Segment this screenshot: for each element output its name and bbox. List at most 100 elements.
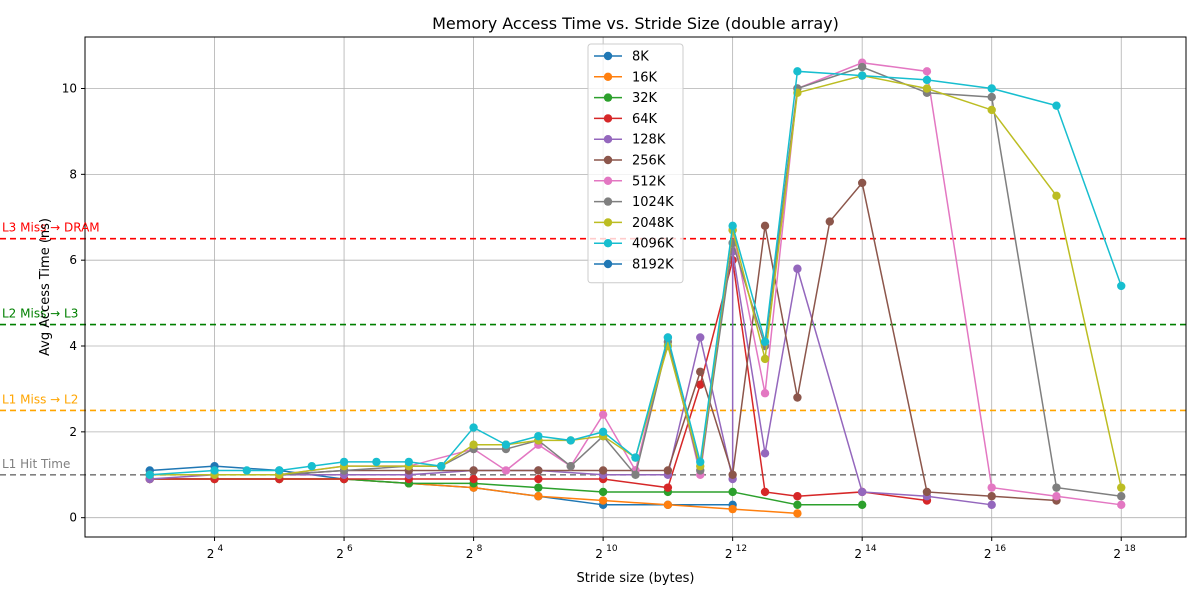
data-point: [631, 453, 640, 462]
data-point: [1117, 492, 1126, 501]
legend-swatch-marker: [603, 72, 613, 82]
data-point: [372, 457, 381, 467]
x-tick-label: 2: [336, 547, 344, 561]
y-axis-label: Avg Access Time (ns): [38, 218, 53, 356]
data-point: [663, 466, 673, 475]
data-point: [760, 487, 770, 497]
legend-swatch-marker: [603, 176, 613, 185]
data-point: [793, 509, 802, 518]
x-tick-exponent: 12: [736, 544, 747, 554]
data-point: [793, 500, 802, 510]
legend-item-8192K: 8192K: [594, 258, 674, 273]
data-point: [825, 217, 834, 226]
data-point: [857, 71, 867, 80]
data-point: [501, 440, 511, 449]
data-point: [534, 431, 543, 441]
legend-item-256K: 256K: [594, 154, 666, 169]
y-tick-label: 4: [69, 339, 77, 353]
data-point: [760, 337, 770, 346]
x-tick-exponent: 6: [347, 544, 353, 554]
data-point: [534, 466, 543, 475]
legend-swatch-marker: [603, 239, 613, 248]
reference-line-label: L1 Hit Time: [2, 457, 70, 471]
data-point: [987, 492, 996, 501]
data-point: [145, 470, 154, 479]
data-point: [728, 221, 737, 231]
data-point: [857, 487, 867, 497]
legend-item-16K: 16K: [594, 70, 658, 85]
legend-item-8K: 8K: [594, 50, 649, 65]
reference-line-labels: L1 Hit Time L1 Miss → L2 L2 Miss → L3 L3 Mi…: [2, 221, 100, 471]
y-tick-label: 0: [69, 511, 77, 525]
data-point: [210, 466, 219, 475]
data-point: [760, 449, 770, 458]
data-point: [1117, 500, 1126, 510]
x-tick-exponent: 4: [218, 544, 224, 554]
x-tick-exponent: 8: [477, 544, 483, 554]
legend-swatch-marker: [603, 93, 613, 102]
y-tick-label: 2: [69, 425, 77, 439]
x-tick-exponent: 14: [865, 544, 877, 554]
plot-frame: [84, 36, 1187, 538]
data-point: [307, 461, 316, 471]
data-point: [598, 466, 608, 475]
legend-item-32K: 32K: [594, 91, 658, 106]
data-point: [1117, 281, 1126, 291]
data-point: [760, 221, 770, 231]
data-point: [696, 380, 705, 389]
x-tick-exponent: 10: [606, 544, 618, 554]
series-line: [149, 66, 1122, 497]
data-point: [857, 62, 867, 72]
legend-label: 16K: [632, 70, 658, 85]
legend-label: 512K: [632, 174, 666, 189]
legend-item-2048K: 2048K: [594, 216, 674, 231]
legend-swatch-marker: [603, 218, 613, 227]
data-point: [987, 92, 996, 102]
data-point: [339, 457, 349, 467]
data-point: [534, 483, 543, 492]
data-point: [598, 487, 608, 497]
legend-swatch-marker: [603, 51, 613, 61]
legend-label: 256K: [632, 154, 666, 169]
x-axis-label: Stride size (bytes): [577, 571, 695, 586]
series-layer: [145, 58, 1126, 518]
data-point: [1052, 191, 1061, 200]
data-point: [696, 457, 705, 467]
data-point: [987, 483, 996, 492]
data-point: [566, 461, 575, 471]
data-point: [922, 75, 932, 85]
reference-line-label: L2 Miss → L3: [2, 307, 78, 321]
data-point: [566, 436, 575, 445]
data-point: [1052, 101, 1061, 110]
data-point: [404, 457, 414, 467]
legend-swatch-marker: [603, 259, 613, 269]
legend-label: 128K: [632, 133, 666, 148]
data-point: [987, 500, 996, 510]
chart-title: Memory Access Time vs. Stride Size (doub…: [432, 14, 839, 33]
data-point: [728, 470, 737, 479]
legend-label: 4096K: [632, 237, 674, 252]
reference-line-label: L1 Miss → L2: [2, 392, 78, 406]
data-point: [598, 496, 608, 505]
data-point: [696, 333, 705, 342]
data-point: [631, 470, 640, 479]
data-point: [534, 492, 543, 501]
data-point: [598, 427, 608, 437]
data-point: [469, 440, 478, 449]
y-axis-ticks: 0 2 4 6 8 10: [62, 82, 85, 525]
legend-swatch-marker: [603, 135, 613, 144]
legend-item-512K: 512K: [594, 174, 666, 189]
data-point: [436, 461, 446, 471]
x-tick-label: 2: [984, 547, 992, 561]
legend-label: 8192K: [632, 258, 674, 273]
x-tick-label: 2: [466, 547, 474, 561]
data-point: [663, 333, 673, 342]
reference-line-label: L3 Miss → DRAM: [2, 221, 100, 235]
legend-item-64K: 64K: [594, 112, 658, 127]
legend-item-128K: 128K: [594, 133, 666, 148]
data-point: [922, 84, 932, 93]
data-point: [469, 474, 478, 484]
x-tick-exponent: 18: [1124, 544, 1136, 554]
data-point: [793, 264, 802, 273]
